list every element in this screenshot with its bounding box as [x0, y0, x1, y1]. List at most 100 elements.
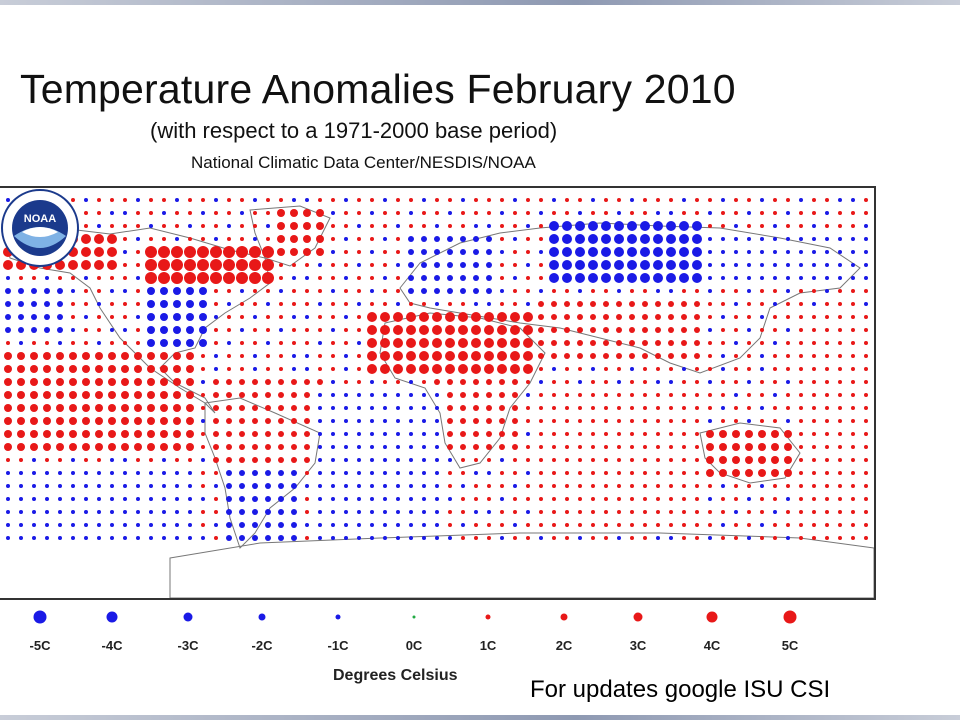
- anomaly-dot: [184, 246, 196, 258]
- anomaly-dot: [825, 328, 829, 332]
- anomaly-dot: [201, 523, 205, 527]
- anomaly-dot: [499, 405, 505, 411]
- anomaly-dot: [149, 523, 153, 527]
- anomaly-dot: [500, 497, 504, 501]
- anomaly-dot: [812, 484, 816, 488]
- anomaly-dot: [123, 484, 127, 488]
- anomaly-dot: [682, 211, 686, 215]
- anomaly-dot: [123, 458, 127, 462]
- anomaly-dot: [500, 484, 504, 488]
- anomaly-dot: [458, 364, 468, 374]
- anomaly-dot: [17, 404, 25, 412]
- anomaly-dot: [265, 444, 271, 450]
- anomaly-dot: [695, 211, 699, 215]
- anomaly-dot: [305, 536, 309, 540]
- anomaly-dot: [291, 444, 297, 450]
- anomaly-dot: [591, 393, 595, 397]
- anomaly-dot: [695, 289, 699, 293]
- anomaly-dot: [344, 380, 348, 384]
- anomaly-dot: [512, 379, 518, 385]
- anomaly-dot: [734, 419, 738, 423]
- anomaly-dot: [149, 536, 153, 540]
- anomaly-dot: [266, 289, 270, 293]
- anomaly-dot: [239, 392, 245, 398]
- anomaly-dot: [305, 471, 309, 475]
- anomaly-dot: [812, 354, 816, 358]
- anomaly-dot: [421, 275, 427, 281]
- anomaly-dot: [616, 353, 622, 359]
- anomaly-dot: [838, 484, 842, 488]
- anomaly-dot: [721, 523, 725, 527]
- anomaly-dot: [213, 457, 219, 463]
- anomaly-dot: [331, 458, 335, 462]
- anomaly-dot: [236, 259, 248, 271]
- anomaly-dot: [760, 302, 764, 306]
- anomaly-dot: [851, 406, 855, 410]
- anomaly-dot: [706, 469, 714, 477]
- anomaly-dot: [422, 211, 426, 215]
- anomaly-dot: [601, 221, 611, 231]
- anomaly-dot: [669, 471, 673, 475]
- anomaly-dot: [786, 497, 790, 501]
- anomaly-dot: [447, 379, 453, 385]
- anomaly-dot: [3, 260, 13, 270]
- anomaly-dot: [825, 250, 829, 254]
- anomaly-dot: [331, 211, 335, 215]
- anomaly-dot: [445, 312, 455, 322]
- anomaly-dot: [656, 380, 660, 384]
- anomaly-dot: [173, 300, 181, 308]
- anomaly-dot: [643, 393, 647, 397]
- anomaly-dot: [734, 224, 738, 228]
- anomaly-dot: [84, 276, 88, 280]
- anomaly-dot: [318, 406, 322, 410]
- anomaly-dot: [84, 497, 88, 501]
- anomaly-dot: [669, 484, 673, 488]
- anomaly-dot: [578, 497, 582, 501]
- anomaly-dot: [460, 405, 466, 411]
- anomaly-dot: [422, 497, 426, 501]
- anomaly-dot: [552, 367, 556, 371]
- anomaly-dot: [461, 510, 465, 514]
- anomaly-dot: [279, 263, 283, 267]
- anomaly-dot: [784, 456, 792, 464]
- anomaly-dot: [409, 484, 413, 488]
- anomaly-dot: [773, 289, 777, 293]
- anomaly-dot: [370, 237, 374, 241]
- anomaly-dot: [448, 484, 452, 488]
- anomaly-dot: [669, 445, 673, 449]
- anomaly-dot: [252, 535, 258, 541]
- anomaly-dot: [601, 234, 611, 244]
- anomaly-dot: [121, 417, 129, 425]
- anomaly-dot: [184, 259, 196, 271]
- anomaly-dot: [513, 289, 517, 293]
- anomaly-dot: [614, 221, 624, 231]
- anomaly-dot: [252, 522, 258, 528]
- anomaly-dot: [210, 272, 222, 284]
- anomaly-dot: [97, 471, 101, 475]
- anomaly-dot: [123, 250, 127, 254]
- anomaly-dot: [32, 471, 36, 475]
- anomaly-dot: [240, 302, 244, 306]
- anomaly-dot: [370, 263, 374, 267]
- anomaly-dot: [213, 444, 219, 450]
- anomaly-dot: [721, 510, 725, 514]
- anomaly-dot: [226, 379, 232, 385]
- anomaly-dot: [331, 250, 335, 254]
- anomaly-dot: [97, 315, 101, 319]
- anomaly-dot: [565, 445, 569, 449]
- anomaly-dot: [370, 458, 374, 462]
- anomaly-dot: [266, 367, 270, 371]
- anomaly-dot: [249, 259, 261, 271]
- legend-dot: [335, 614, 341, 620]
- anomaly-dot: [708, 484, 712, 488]
- anomaly-dot: [71, 471, 75, 475]
- anomaly-dot: [160, 378, 168, 386]
- anomaly-dot: [419, 312, 429, 322]
- anomaly-dot: [653, 247, 663, 257]
- anomaly-dot: [627, 273, 637, 283]
- anomaly-dot: [512, 418, 518, 424]
- anomaly-dot: [510, 338, 520, 348]
- anomaly-dot: [19, 536, 23, 540]
- anomaly-dot: [370, 536, 374, 540]
- anomaly-dot: [344, 393, 348, 397]
